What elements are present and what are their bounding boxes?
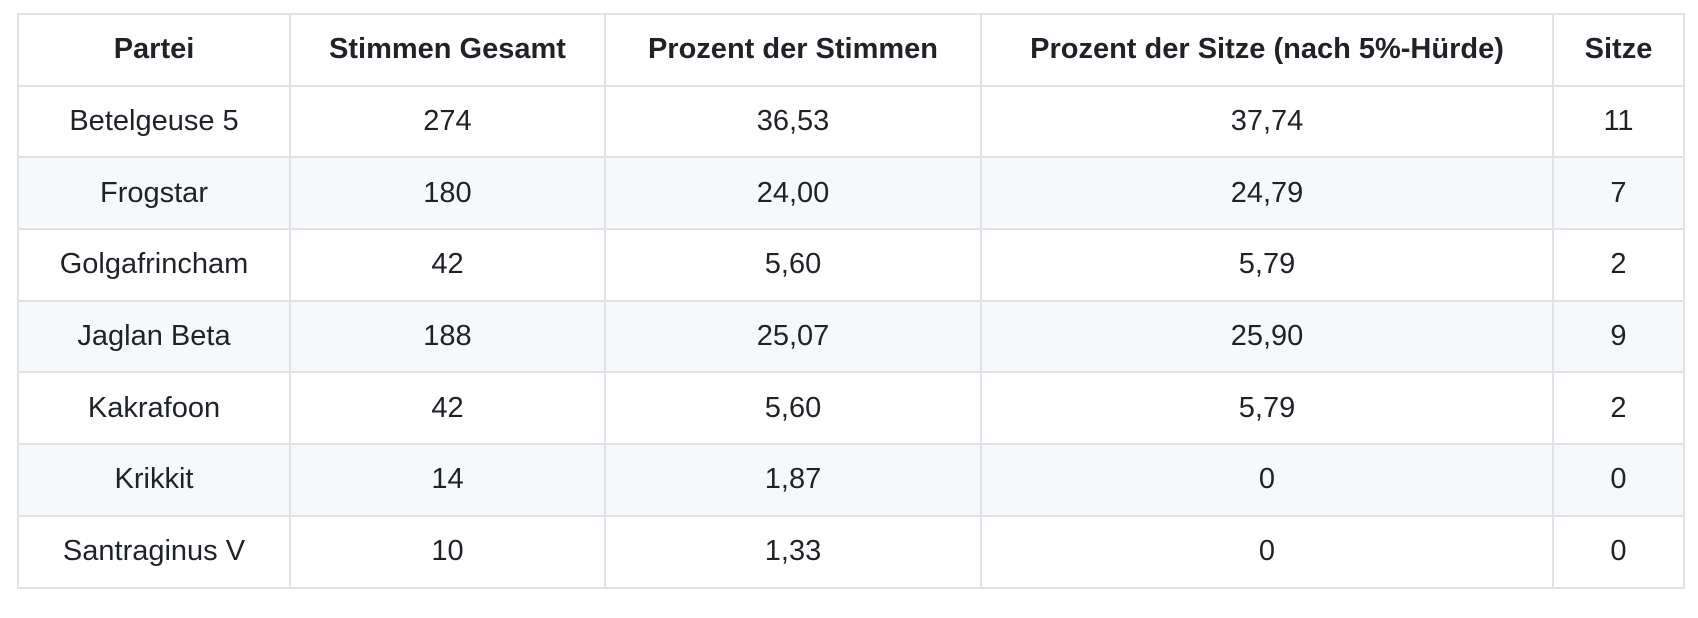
value-cell: 7 [1552,156,1685,231]
header-row: Partei Stimmen Gesamt Prozent der Stimmen P… [17,13,1685,87]
value-cell: 42 [289,371,606,446]
party-name-cell: Santraginus V [17,514,291,589]
value-cell: 1,87 [604,443,982,517]
value-cell: 14 [289,443,606,517]
table-row-kakrafoon: Kakrafoon 42 5,60 5,79 2 [17,371,1685,446]
party-name-cell: Krikkit [17,443,291,517]
value-cell: 2 [1552,228,1685,302]
value-cell: 2 [1552,371,1685,446]
table-body: Betelgeuse 5 274 36,53 37,74 11 Frogstar 180 24… [17,84,1685,589]
value-cell: 5,79 [980,228,1554,302]
table-header-row: Partei Stimmen Gesamt Prozent der Stimmen P… [17,13,1685,87]
party-name-cell: Jaglan Beta [17,299,291,374]
value-cell: 1,33 [604,514,982,589]
column-header-prozent-der-sitze-nach-5-hürde: Prozent der Sitze (nach 5%-Hürde) [980,13,1554,87]
party-name-cell: Golgafrincham [17,228,291,302]
value-cell: 10 [289,514,606,589]
party-name-cell: Kakrafoon [17,371,291,446]
value-cell: 274 [289,84,606,159]
column-header-sitze: Sitze [1552,13,1685,87]
election-results-table-container: Partei Stimmen Gesamt Prozent der Stimmen P… [17,13,1685,589]
election-results-table: Partei Stimmen Gesamt Prozent der Stimmen P… [17,13,1685,589]
table-row-betelgeuse-5: Betelgeuse 5 274 36,53 37,74 11 [17,84,1685,159]
column-header-stimmen-gesamt: Stimmen Gesamt [289,13,606,87]
value-cell: 42 [289,228,606,302]
table-row-krikkit: Krikkit 14 1,87 0 0 [17,443,1685,517]
value-cell: 36,53 [604,84,982,159]
value-cell: 24,00 [604,156,982,231]
value-cell: 25,07 [604,299,982,374]
value-cell: 25,90 [980,299,1554,374]
value-cell: 0 [1552,514,1685,589]
value-cell: 188 [289,299,606,374]
table-row-golgafrincham: Golgafrincham 42 5,60 5,79 2 [17,228,1685,302]
table-row-frogstar: Frogstar 180 24,00 24,79 7 [17,156,1685,231]
value-cell: 180 [289,156,606,231]
column-header-prozent-der-stimmen: Prozent der Stimmen [604,13,982,87]
value-cell: 24,79 [980,156,1554,231]
value-cell: 5,60 [604,228,982,302]
column-header-partei: Partei [17,13,291,87]
value-cell: 11 [1552,84,1685,159]
value-cell: 37,74 [980,84,1554,159]
value-cell: 9 [1552,299,1685,374]
value-cell: 5,60 [604,371,982,446]
value-cell: 5,79 [980,371,1554,446]
value-cell: 0 [980,514,1554,589]
value-cell: 0 [980,443,1554,517]
value-cell: 0 [1552,443,1685,517]
party-name-cell: Betelgeuse 5 [17,84,291,159]
party-name-cell: Frogstar [17,156,291,231]
table-row-santraginus-v: Santraginus V 10 1,33 0 0 [17,514,1685,589]
table-row-jaglan-beta: Jaglan Beta 188 25,07 25,90 9 [17,299,1685,374]
